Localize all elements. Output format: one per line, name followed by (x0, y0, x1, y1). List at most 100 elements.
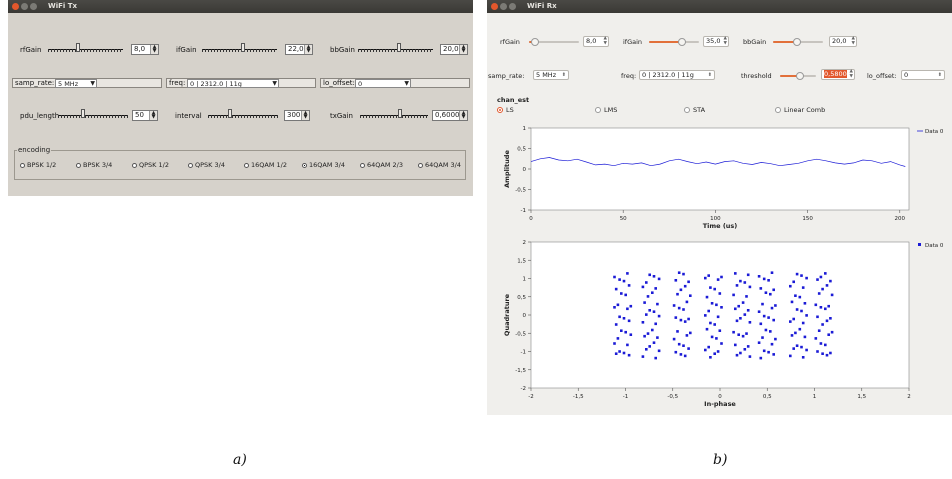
spin-arrows-icon[interactable]: ▲ ▼ (723, 36, 727, 46)
encoding-option[interactable]: QPSK 3/4 (188, 161, 225, 169)
encoding-option-label: 16QAM 1/2 (251, 161, 287, 169)
scatter-point (657, 349, 661, 353)
tx-bbgain-handle[interactable] (397, 43, 402, 52)
chan-est-option[interactable]: STA (684, 106, 705, 114)
tx-bbgain-label: bbGain (330, 46, 355, 54)
tx-rfgain-handle[interactable] (76, 43, 81, 52)
scatter-point (613, 275, 616, 279)
rx-ifgain-knob[interactable] (677, 38, 686, 46)
radio-icon[interactable] (360, 162, 365, 168)
scatter-point (643, 334, 646, 338)
rx-rfgain-knob[interactable] (531, 38, 539, 46)
spin-arrows-icon[interactable]: ▲ ▼ (851, 36, 855, 46)
tx-pdu-length-handle[interactable] (81, 109, 86, 118)
radio-icon[interactable] (188, 162, 193, 168)
radio-icon[interactable] (684, 107, 690, 113)
minimize-icon[interactable] (500, 3, 507, 10)
rx-samp-rate-combo[interactable]: 5 MHz ⬍ (533, 70, 569, 80)
scatter-point (707, 309, 710, 313)
radio-icon[interactable] (497, 107, 503, 113)
scatter-point (641, 285, 645, 289)
radio-icon[interactable] (244, 162, 249, 168)
scatter-point (769, 292, 772, 296)
encoding-option[interactable]: QPSK 1/2 (132, 161, 169, 169)
tx-samp-rate-combo[interactable]: 5 MHz ▼ (55, 79, 97, 88)
tx-ifgain-spinbox[interactable]: 22,0 ▲ ▼ (285, 44, 313, 55)
radio-icon[interactable] (418, 162, 423, 168)
radio-icon[interactable] (20, 162, 25, 168)
rx-bbgain-knob[interactable] (793, 38, 801, 46)
radio-icon[interactable] (302, 162, 307, 168)
tx-interval-slider[interactable] (208, 109, 278, 118)
x-tick-label: 200 (895, 216, 906, 222)
rx-ifgain-spinbox[interactable]: 35,0 ▲ ▼ (703, 36, 729, 47)
tx-txgain-handle[interactable] (398, 109, 403, 118)
tx-pdu-length-spinbox[interactable]: 50 ▲ ▼ (132, 110, 158, 121)
tx-lo-offset-combo[interactable]: 0 ▼ (355, 79, 411, 88)
rx-rfgain-slider[interactable] (529, 38, 579, 46)
radio-icon[interactable] (595, 107, 601, 113)
rx-threshold-knob[interactable] (795, 72, 804, 80)
encoding-option[interactable]: 64QAM 2/3 (360, 161, 403, 169)
x-tick-label: 50 (620, 216, 627, 222)
x-tick-label: 1,5 (857, 394, 866, 400)
tx-ifgain-slider[interactable] (202, 43, 277, 52)
spin-arrows-icon[interactable]: ▲ ▼ (459, 111, 467, 120)
radio-icon[interactable] (76, 162, 81, 168)
tx-bbgain-slider[interactable] (358, 43, 433, 52)
tx-txgain-slider[interactable] (360, 109, 428, 118)
rx-ifgain-slider[interactable] (649, 38, 699, 46)
encoding-option[interactable]: 64QAM 3/4 (418, 161, 461, 169)
maximize-icon[interactable] (30, 3, 37, 10)
tx-rfgain-spinbox[interactable]: 8,0 ▲ ▼ (131, 44, 159, 55)
scatter-point (817, 292, 821, 295)
tx-pdu-length-slider[interactable] (58, 109, 128, 118)
scatter-point (682, 344, 685, 347)
rx-ifgain-label: ifGain (623, 38, 643, 46)
scatter-point (716, 278, 720, 281)
rx-rfgain-spinbox[interactable]: 8,0 ▲ ▼ (583, 36, 609, 47)
minimize-icon[interactable] (21, 3, 28, 10)
spin-arrows-icon[interactable]: ▲ ▼ (301, 111, 309, 120)
scatter-point (745, 295, 748, 298)
chan-est-option[interactable]: LMS (595, 106, 617, 114)
tx-freq-combo[interactable]: 0 | 2312.0 | 11g ▼ (187, 79, 279, 88)
rx-bbgain-slider[interactable] (773, 38, 823, 46)
scatter-point (800, 309, 803, 313)
tx-ifgain-handle[interactable] (241, 43, 246, 52)
tx-rfgain-slider[interactable] (48, 43, 123, 52)
scatter-point (790, 334, 794, 337)
close-icon[interactable] (491, 3, 498, 10)
encoding-option[interactable]: BPSK 1/2 (20, 161, 56, 169)
rx-freq-combo[interactable]: 0 | 2312.0 | 11g ⬍ (639, 70, 715, 80)
spin-arrows-icon[interactable]: ▲ ▼ (849, 69, 853, 79)
spin-arrows-icon[interactable]: ▲ ▼ (459, 45, 467, 54)
radio-icon[interactable] (132, 162, 137, 168)
scatter-point (713, 323, 716, 326)
encoding-option[interactable]: 16QAM 3/4 (302, 161, 345, 169)
rx-chan-est-label: chan_est (497, 96, 530, 104)
spin-arrows-icon[interactable]: ▲ ▼ (150, 45, 158, 54)
tx-interval-handle[interactable] (227, 109, 232, 118)
encoding-option[interactable]: BPSK 3/4 (76, 161, 112, 169)
tx-interval-spinbox[interactable]: 300 ▲ ▼ (284, 110, 310, 121)
scatter-point (819, 306, 823, 309)
chan-est-option[interactable]: Linear Comb (775, 106, 825, 114)
tx-bbgain-spinbox[interactable]: 20,0 ▲ ▼ (440, 44, 468, 55)
rx-threshold-slider[interactable] (780, 72, 816, 80)
tx-txgain-spinbox[interactable]: 0,6000 ▲ ▼ (432, 110, 468, 121)
spin-arrows-icon[interactable]: ▲ ▼ (603, 36, 607, 46)
rx-lo-offset-combo[interactable]: 0 ⬍ (901, 70, 945, 80)
encoding-option[interactable]: 16QAM 1/2 (244, 161, 287, 169)
close-icon[interactable] (12, 3, 19, 10)
rx-bbgain-spinbox[interactable]: 20,0 ▲ ▼ (829, 36, 857, 47)
rx-threshold-spinbox[interactable]: 0,5800 ▲ ▼ (821, 69, 855, 80)
scatter-point (646, 332, 650, 335)
radio-icon[interactable] (775, 107, 781, 113)
chan-est-option[interactable]: LS (497, 106, 514, 114)
spin-arrows-icon[interactable]: ▲ ▼ (149, 111, 157, 120)
maximize-icon[interactable] (509, 3, 516, 10)
scatter-point (716, 315, 720, 319)
spin-arrows-icon[interactable]: ▲ ▼ (304, 45, 312, 54)
scatter-point (757, 275, 761, 278)
